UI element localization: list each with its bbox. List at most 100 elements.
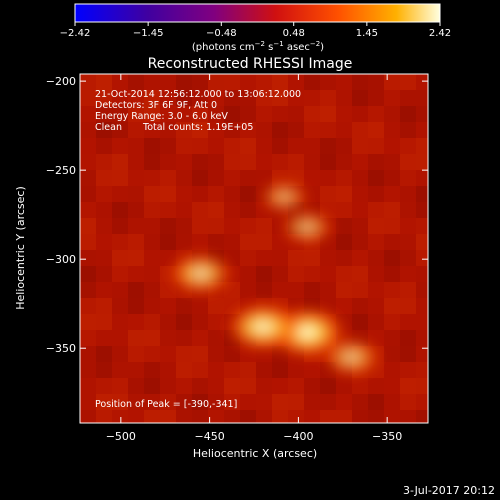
texture-cell bbox=[368, 250, 384, 266]
texture-cell bbox=[240, 250, 256, 266]
texture-cell bbox=[96, 330, 112, 346]
texture-cell bbox=[112, 122, 128, 138]
texture-cell bbox=[336, 138, 352, 154]
emission-source bbox=[278, 207, 337, 247]
texture-cell bbox=[416, 314, 432, 330]
texture-cell bbox=[352, 394, 368, 410]
texture-cell bbox=[192, 90, 208, 106]
texture-cell bbox=[112, 234, 128, 250]
texture-cell bbox=[416, 154, 428, 170]
texture-cell bbox=[384, 394, 400, 410]
colorbar-unit-label: (photons cm−2 s−1 asec−2) bbox=[192, 40, 324, 53]
texture-cell bbox=[112, 378, 128, 394]
texture-cell bbox=[256, 362, 272, 378]
y-tick-label: −250 bbox=[46, 164, 76, 177]
texture-cell bbox=[416, 330, 428, 346]
texture-cell bbox=[288, 74, 304, 90]
texture-cell bbox=[96, 250, 112, 266]
texture-cell bbox=[416, 346, 428, 362]
texture-cell bbox=[272, 282, 288, 298]
x-tick-label: −450 bbox=[195, 430, 225, 443]
texture-cell bbox=[256, 170, 272, 186]
texture-cell bbox=[128, 234, 144, 250]
texture-cell bbox=[112, 314, 128, 330]
texture-cell bbox=[112, 218, 128, 234]
texture-cell bbox=[240, 410, 256, 423]
texture-cell bbox=[320, 282, 336, 298]
texture-cell bbox=[400, 74, 416, 90]
texture-cell bbox=[400, 410, 416, 423]
texture-cell bbox=[160, 298, 176, 314]
texture-cell bbox=[400, 154, 416, 170]
x-tick-label: −400 bbox=[283, 430, 313, 443]
texture-cell bbox=[336, 122, 352, 138]
texture-cell bbox=[368, 106, 384, 122]
texture-cell bbox=[272, 266, 288, 282]
texture-cell bbox=[160, 186, 176, 202]
texture-cell bbox=[352, 122, 368, 138]
x-axis-label: Heliocentric X (arcsec) bbox=[193, 447, 317, 460]
texture-cell bbox=[160, 378, 176, 394]
texture-cell bbox=[352, 234, 368, 250]
texture-cell bbox=[416, 410, 428, 423]
texture-cell bbox=[400, 218, 416, 234]
texture-cell bbox=[352, 202, 368, 218]
texture-cell bbox=[336, 90, 352, 106]
texture-cell bbox=[208, 234, 224, 250]
texture-cell bbox=[192, 362, 208, 378]
texture-cell bbox=[80, 378, 96, 394]
texture-cell bbox=[368, 218, 384, 234]
texture-cell bbox=[400, 234, 416, 250]
texture-cell bbox=[400, 170, 416, 186]
texture-cell bbox=[128, 154, 144, 170]
texture-cell bbox=[240, 186, 256, 202]
texture-cell bbox=[304, 282, 320, 298]
texture-cell bbox=[400, 122, 416, 138]
texture-cell bbox=[144, 378, 160, 394]
texture-cell bbox=[80, 202, 96, 218]
texture-cell bbox=[304, 106, 320, 122]
texture-cell bbox=[112, 106, 128, 122]
texture-cell bbox=[176, 90, 192, 106]
texture-cell bbox=[304, 410, 320, 426]
texture-cell bbox=[128, 282, 144, 298]
texture-cell bbox=[80, 154, 96, 170]
texture-cell bbox=[304, 138, 320, 154]
texture-cell bbox=[272, 362, 288, 378]
texture-cell bbox=[256, 106, 272, 122]
texture-cell bbox=[208, 186, 224, 202]
texture-cell bbox=[128, 170, 144, 186]
texture-cell bbox=[400, 362, 416, 378]
texture-cell bbox=[320, 106, 336, 122]
texture-cell bbox=[256, 250, 272, 266]
texture-cell bbox=[112, 138, 128, 154]
texture-cell bbox=[112, 298, 128, 314]
texture-cell bbox=[416, 186, 428, 202]
texture-cell bbox=[192, 106, 208, 122]
texture-cell bbox=[368, 74, 384, 90]
texture-cell bbox=[320, 266, 336, 282]
texture-cell bbox=[240, 154, 256, 170]
texture-cell bbox=[128, 202, 144, 218]
texture-cell bbox=[128, 138, 144, 154]
texture-cell bbox=[416, 298, 432, 314]
texture-cell bbox=[256, 234, 272, 250]
texture-cell bbox=[368, 266, 384, 282]
texture-cell bbox=[272, 74, 288, 90]
texture-cell bbox=[80, 410, 96, 423]
annotation-time: 21-Oct-2014 12:56:12.000 to 13:06:12.000 bbox=[95, 89, 301, 100]
texture-cell bbox=[144, 282, 160, 298]
texture-cell bbox=[368, 234, 384, 250]
texture-cell bbox=[144, 154, 160, 170]
texture-cell bbox=[352, 90, 368, 106]
texture-cell bbox=[224, 106, 240, 122]
texture-cell bbox=[400, 138, 416, 154]
texture-cell bbox=[288, 410, 304, 423]
texture-cell bbox=[304, 266, 320, 282]
texture-cell bbox=[352, 298, 368, 314]
texture-cell bbox=[176, 202, 192, 218]
texture-cell bbox=[368, 202, 384, 218]
texture-cell bbox=[224, 186, 240, 202]
texture-cell bbox=[144, 106, 160, 122]
texture-cell bbox=[96, 394, 112, 410]
